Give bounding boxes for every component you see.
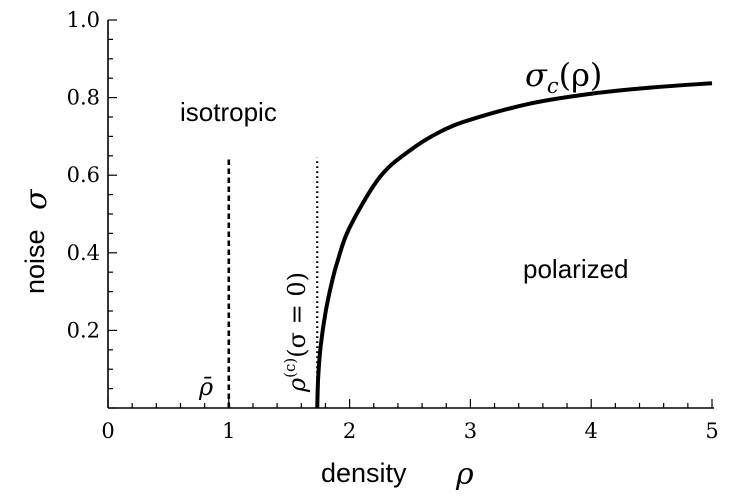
curve-label: σc(ρ) — [525, 56, 602, 98]
x-tick-label: 4 — [585, 419, 598, 443]
y-axis-symbol: σ — [19, 188, 54, 210]
axes — [107, 20, 714, 409]
x-tick-label: 2 — [343, 419, 356, 443]
isotropic-label: isotropic — [180, 97, 277, 127]
y-axis-title-group: noise σ — [19, 188, 54, 294]
x-axis-symbol: ρ — [455, 457, 474, 492]
ticks — [107, 19, 713, 409]
rho-c-sup: (c) — [281, 358, 299, 378]
rho-bar-label: ρ̄ — [198, 373, 213, 401]
rho-c-label: ρ(c)(σ = 0) — [281, 272, 311, 393]
x-tick-label: 1 — [222, 419, 235, 443]
x-tick-label: 0 — [101, 419, 114, 443]
curve-label-args: (ρ) — [559, 56, 603, 94]
y-tick-label: 1.0 — [67, 8, 100, 32]
y-tick-label: 0.2 — [67, 318, 100, 342]
y-tick-label: 0.6 — [67, 163, 100, 187]
x-tick-label: 5 — [705, 419, 718, 443]
polarized-label: polarized — [523, 254, 629, 284]
tick-labels: 0 1 2 3 4 5 0.2 0.4 0.6 0.8 1.0 — [67, 8, 719, 443]
y-axis-title: noise — [20, 229, 50, 294]
curve-label-sub: c — [547, 74, 559, 98]
curve-label-main: σ — [525, 56, 548, 94]
rho-c-args: (σ = 0) — [283, 272, 311, 358]
x-axis-title: density — [321, 458, 407, 488]
x-tick-label: 3 — [464, 419, 477, 443]
y-tick-label: 0.4 — [67, 241, 100, 265]
series-layer — [315, 81, 713, 409]
critical-noise-curve — [315, 81, 713, 409]
rho-c-label-group: ρ(c)(σ = 0) — [281, 272, 311, 393]
y-tick-label: 0.8 — [67, 86, 100, 110]
rho-c-main: ρ — [283, 378, 311, 393]
